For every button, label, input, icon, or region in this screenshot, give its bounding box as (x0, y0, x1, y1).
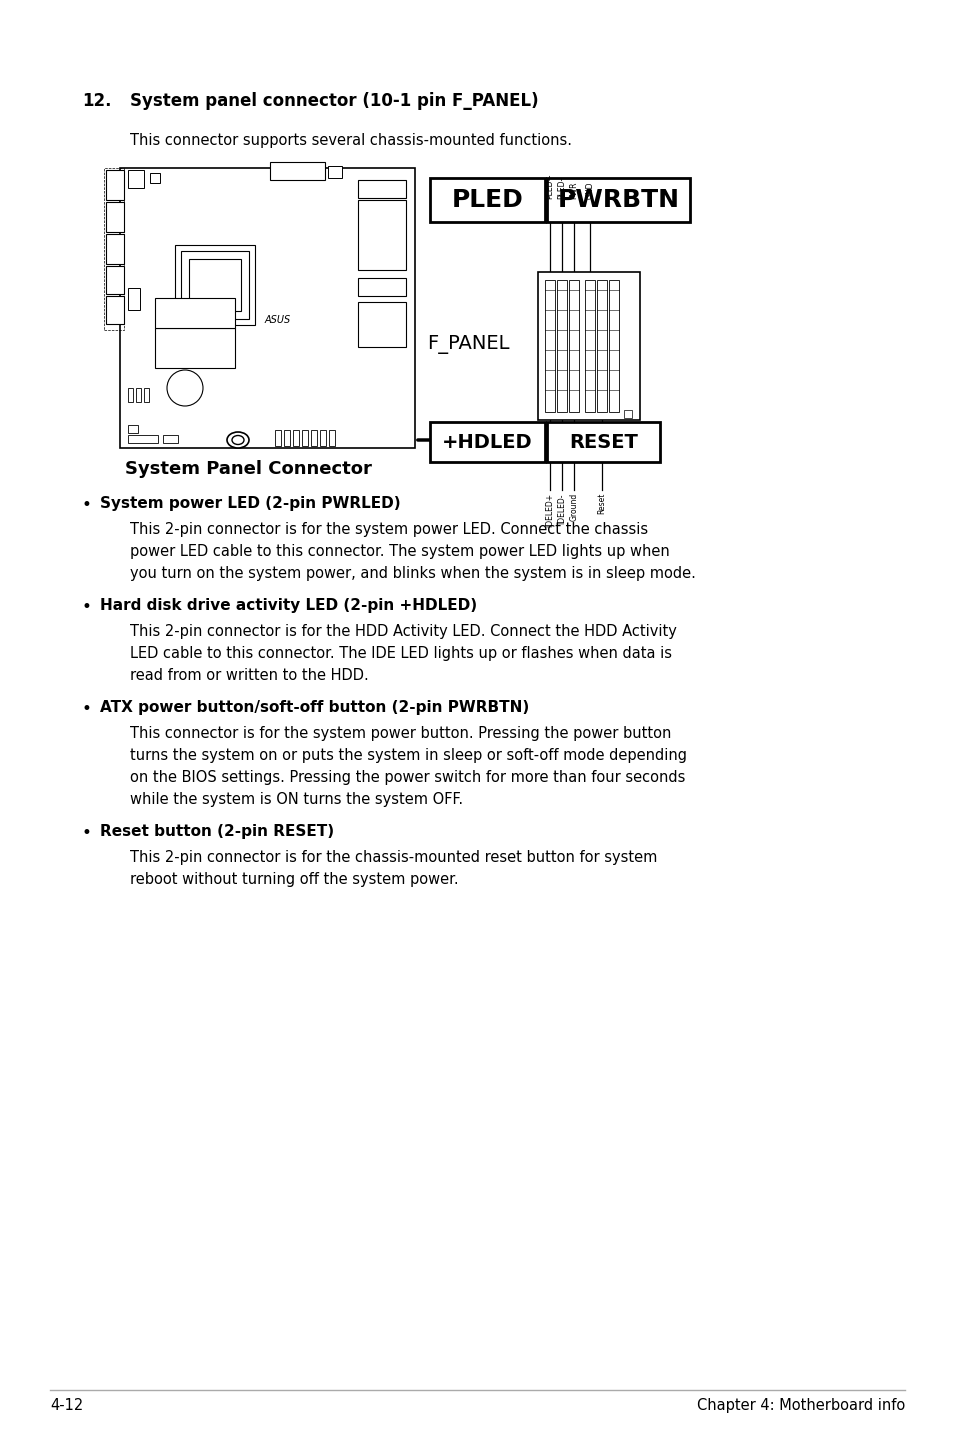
Text: 12.: 12. (82, 92, 112, 109)
Bar (357, 200, 406, 270)
Bar (136, 388, 141, 403)
Text: System Panel Connector: System Panel Connector (125, 460, 372, 477)
Bar (357, 302, 406, 347)
Text: F_PANEL: F_PANEL (426, 335, 509, 355)
Bar (329, 430, 335, 446)
Bar (128, 426, 138, 433)
Text: GND: GND (585, 181, 594, 198)
Text: Chapter 4: Motherboard info: Chapter 4: Motherboard info (696, 1398, 904, 1414)
Text: PWR: PWR (569, 181, 578, 198)
Text: System panel connector (10-1 pin F_PANEL): System panel connector (10-1 pin F_PANEL… (130, 92, 538, 109)
Bar (181, 252, 249, 319)
Bar (557, 280, 566, 413)
Text: •: • (82, 496, 91, 513)
Text: RESET: RESET (569, 433, 638, 452)
Bar (106, 296, 124, 324)
Bar (623, 410, 631, 418)
Text: IDELED+: IDELED+ (545, 493, 554, 528)
Bar (128, 436, 158, 443)
Text: System power LED (2-pin PWRLED): System power LED (2-pin PWRLED) (100, 496, 400, 510)
Text: This 2-pin connector is for the chassis-mounted reset button for system: This 2-pin connector is for the chassis-… (130, 850, 657, 866)
Bar (546, 421, 659, 462)
Bar (144, 388, 149, 403)
Text: •: • (82, 824, 91, 843)
Bar (302, 430, 308, 446)
Text: PLED: PLED (451, 188, 523, 211)
Text: +HDLED: +HDLED (442, 433, 533, 452)
Text: Hard disk drive activity LED (2-pin +HDLED): Hard disk drive activity LED (2-pin +HDL… (100, 598, 476, 613)
Text: 4-12: 4-12 (50, 1398, 83, 1414)
Text: PLED-: PLED- (557, 177, 566, 198)
Bar (274, 430, 281, 446)
Text: PLED+: PLED+ (545, 173, 554, 198)
Bar (120, 168, 415, 449)
Bar (544, 280, 555, 413)
Bar (311, 430, 316, 446)
Bar (128, 288, 140, 311)
Bar (430, 421, 544, 462)
Bar (205, 325, 225, 334)
Bar (150, 173, 160, 183)
Text: This connector is for the system power button. Pressing the power button: This connector is for the system power b… (130, 726, 671, 741)
Text: This 2-pin connector is for the HDD Activity LED. Connect the HDD Activity: This 2-pin connector is for the HDD Acti… (130, 624, 677, 638)
Text: Reset button (2-pin RESET): Reset button (2-pin RESET) (100, 824, 334, 838)
Bar (189, 259, 241, 311)
Bar (284, 430, 290, 446)
Bar (163, 436, 178, 443)
Bar (128, 170, 144, 188)
Bar (106, 170, 124, 200)
Bar (430, 178, 544, 221)
Text: read from or written to the HDD.: read from or written to the HDD. (130, 669, 369, 683)
Bar (174, 244, 254, 325)
Bar (270, 162, 325, 180)
Bar (106, 201, 124, 232)
Bar (546, 178, 689, 221)
Bar (154, 298, 234, 328)
Bar (106, 266, 124, 293)
Bar (584, 280, 595, 413)
Circle shape (167, 370, 203, 406)
Bar (328, 165, 341, 178)
Bar (597, 280, 606, 413)
Ellipse shape (227, 431, 249, 449)
Text: This connector supports several chassis-mounted functions.: This connector supports several chassis-… (130, 132, 572, 148)
Text: you turn on the system power, and blinks when the system is in sleep mode.: you turn on the system power, and blinks… (130, 567, 695, 581)
Ellipse shape (232, 436, 244, 444)
Text: Reset: Reset (597, 493, 606, 515)
Text: turns the system on or puts the system in sleep or soft-off mode depending: turns the system on or puts the system i… (130, 748, 686, 764)
Bar (319, 430, 326, 446)
Text: IDELED-: IDELED- (557, 493, 566, 523)
Text: ATX power button/soft-off button (2-pin PWRBTN): ATX power button/soft-off button (2-pin … (100, 700, 529, 715)
Bar (568, 280, 578, 413)
Bar (357, 278, 406, 296)
Text: •: • (82, 700, 91, 718)
Text: PWRBTN: PWRBTN (557, 188, 679, 211)
Text: power LED cable to this connector. The system power LED lights up when: power LED cable to this connector. The s… (130, 544, 669, 559)
Bar (106, 234, 124, 265)
Bar (128, 388, 132, 403)
Bar (357, 180, 406, 198)
Text: •: • (82, 598, 91, 615)
Text: while the system is ON turns the system OFF.: while the system is ON turns the system … (130, 792, 462, 807)
Text: Ground: Ground (569, 493, 578, 521)
Text: This 2-pin connector is for the system power LED. Connect the chassis: This 2-pin connector is for the system p… (130, 522, 647, 536)
Bar (608, 280, 618, 413)
Bar (104, 168, 124, 329)
Bar (154, 328, 234, 368)
Text: on the BIOS settings. Pressing the power switch for more than four seconds: on the BIOS settings. Pressing the power… (130, 769, 684, 785)
Text: reboot without turning off the system power.: reboot without turning off the system po… (130, 871, 458, 887)
Bar (537, 272, 639, 420)
Bar (293, 430, 298, 446)
Text: ASUS: ASUS (265, 315, 291, 325)
Text: LED cable to this connector. The IDE LED lights up or flashes when data is: LED cable to this connector. The IDE LED… (130, 646, 671, 661)
